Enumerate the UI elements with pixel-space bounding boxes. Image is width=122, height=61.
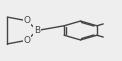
Text: O: O bbox=[23, 16, 30, 25]
Text: B: B bbox=[34, 26, 40, 35]
Text: O: O bbox=[23, 36, 30, 45]
